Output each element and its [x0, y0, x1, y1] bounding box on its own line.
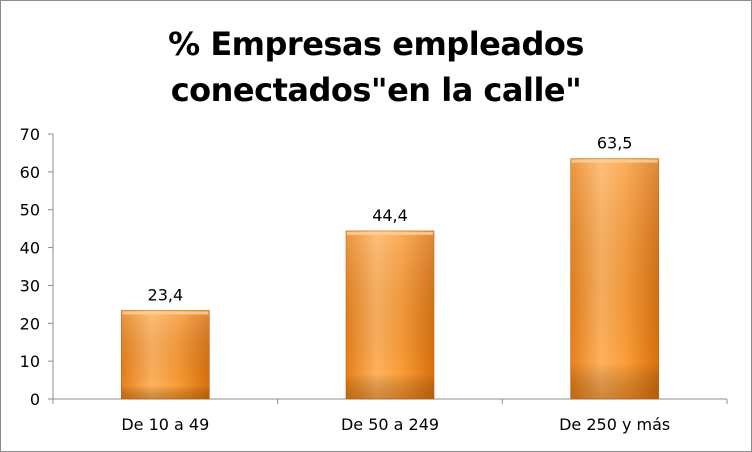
x-category-label: De 50 a 249: [341, 415, 439, 434]
y-tick-label: 50: [20, 201, 40, 220]
bar-shade: [346, 230, 434, 399]
bar-bevel: [571, 159, 658, 163]
y-tick-label: 20: [20, 314, 40, 333]
data-labels: 23,4 44,4 63,5: [148, 134, 633, 305]
chart-title-line-1: % Empresas empleados: [168, 25, 584, 63]
y-tick-label: 30: [20, 276, 40, 295]
data-label: 63,5: [597, 134, 633, 153]
axes: 0 10 20 30 40 50 60 70 De 10 a 49 De 50 a 249 De 2…: [20, 125, 728, 434]
bar-bevel: [347, 231, 433, 235]
data-label: 23,4: [148, 285, 184, 304]
y-tick-label: 10: [20, 352, 40, 371]
chart-title-line-2: conectados"en la calle": [170, 71, 582, 109]
x-category-label: De 10 a 49: [121, 415, 209, 434]
bars: [121, 158, 659, 400]
data-label: 44,4: [372, 206, 408, 225]
y-tick-label: 0: [30, 390, 40, 409]
y-tick-label: 40: [20, 239, 40, 258]
bar-shade: [570, 158, 659, 399]
bar-bevel: [122, 311, 209, 315]
chart-title: % Empresas empleados conectados"en la ca…: [1, 21, 751, 113]
x-category-label: De 250 y más: [559, 415, 670, 434]
y-tick-label: 70: [20, 125, 40, 144]
bar-shade: [121, 310, 210, 399]
y-tick-label: 60: [20, 163, 40, 182]
